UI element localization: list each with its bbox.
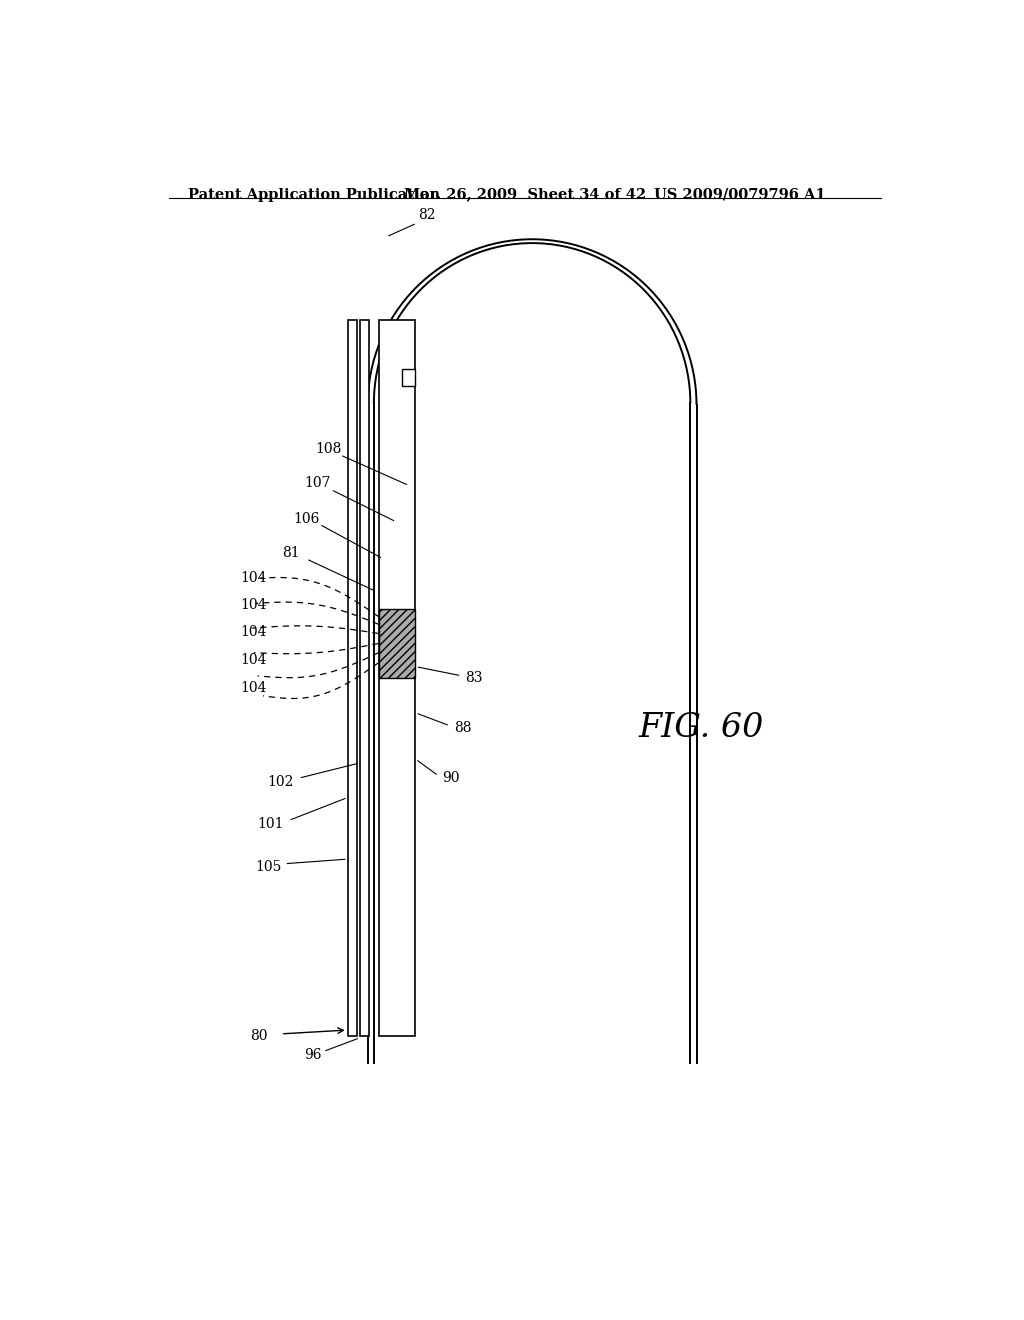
Text: 104: 104: [240, 598, 266, 612]
Text: 104: 104: [240, 624, 266, 639]
Text: 105: 105: [255, 859, 282, 874]
Text: 82: 82: [419, 207, 436, 222]
Text: 81: 81: [283, 545, 300, 560]
Text: 88: 88: [454, 721, 471, 735]
Text: 104: 104: [240, 572, 266, 585]
Text: 90: 90: [442, 771, 460, 785]
Text: 107: 107: [304, 477, 331, 490]
Text: 108: 108: [315, 442, 342, 457]
Text: 106: 106: [294, 512, 321, 525]
Text: Mar. 26, 2009  Sheet 34 of 42: Mar. 26, 2009 Sheet 34 of 42: [403, 187, 646, 202]
Bar: [401, 368, 416, 385]
Text: 96: 96: [304, 1048, 322, 1063]
Text: Patent Application Publication: Patent Application Publication: [188, 187, 440, 202]
Text: US 2009/0079796 A1: US 2009/0079796 A1: [654, 187, 825, 202]
Text: FIG. 60: FIG. 60: [639, 713, 764, 744]
Text: 101: 101: [258, 817, 284, 832]
Text: 83: 83: [466, 671, 483, 685]
Bar: [379, 609, 416, 678]
Bar: [348, 321, 357, 1036]
Text: 80: 80: [250, 1030, 267, 1043]
Text: 104: 104: [240, 681, 266, 696]
Text: 104: 104: [240, 653, 266, 668]
Bar: [360, 321, 370, 1036]
Bar: [379, 321, 416, 1036]
Text: 102: 102: [267, 775, 294, 789]
